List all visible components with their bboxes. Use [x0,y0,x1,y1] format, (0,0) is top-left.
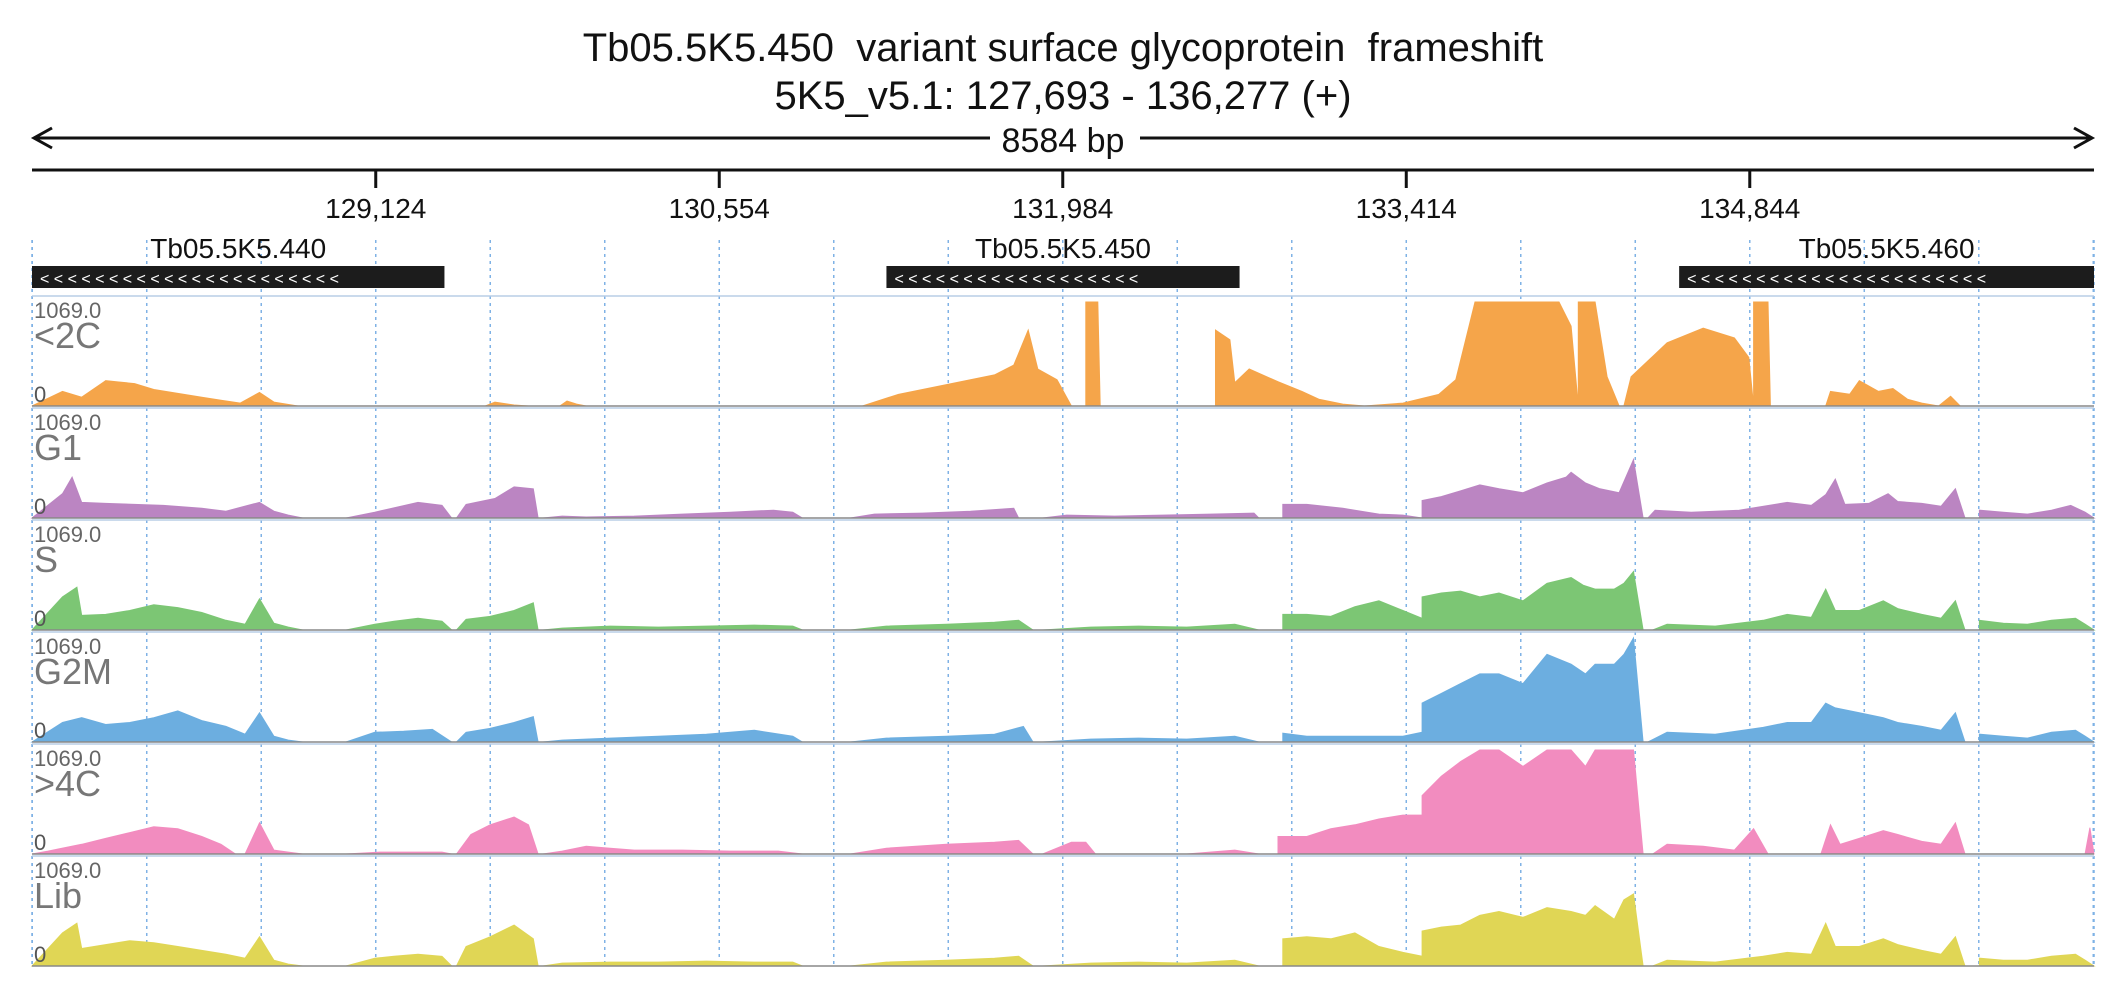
x-tick-label: 133,414 [1356,193,1457,224]
track-name-label: G2M [34,651,112,692]
track-4C: 1069.0>4C 0 [31,743,2095,855]
chart-title: Tb05.5K5.450 variant surface glycoprotei… [582,26,1544,70]
gene-label: Tb05.5K5.450 [975,233,1151,264]
track-name-label: <2C [34,315,101,356]
coverage-area [30,457,2096,519]
gene-track: < < < < < < < < < < < < < < < < < < < < … [32,233,2094,288]
track-2C: 1069.0<2C 0 [31,295,2094,407]
track-name-label: S [34,539,58,580]
coverage-area [30,570,2096,631]
coverage-tracks: 1069.0<2C01069.0G101069.0S01069.0G2M0106… [30,295,2096,967]
chart-subtitle: 5K5_v5.1: 127,693 - 136,277 (+) [774,74,1352,118]
gene-label: Tb05.5K5.460 [1799,233,1975,264]
y-max-label: 1069.0 [34,522,101,547]
y-max-label: 1069.0 [34,746,101,771]
y-max-label: 1069.0 [34,410,101,435]
gene-strand-arrows: < < < < < < < < < < < < < < < < < < < < … [40,271,339,288]
track-name-label: >4C [34,763,101,804]
vertical-gridlines [31,240,2095,968]
track-S: 1069.0S 0 [30,519,2096,631]
y-max-label: 1069.0 [34,298,101,323]
y-max-label: 1069.0 [34,858,101,883]
coverage-area [31,301,2094,407]
span-label: 8584 bp [1002,122,1125,160]
gene-label: Tb05.5K5.440 [150,233,326,264]
y-min-label: 0 [34,382,46,407]
gene-strand-arrows: < < < < < < < < < < < < < < < < < < [894,271,1138,288]
y-max-label: 1069.0 [34,634,101,659]
x-tick-label: 131,984 [1012,193,1113,224]
gene-box [1679,266,2094,288]
span-arrow-left-head [30,126,53,150]
span-indicator: 8584 bp [30,122,2096,160]
span-arrow-right-head [2073,126,2096,150]
x-tick-label: 134,844 [1699,193,1800,224]
y-min-label: 0 [34,830,46,855]
gene-strand-arrows: < < < < < < < < < < < < < < < < < < < < … [1687,271,1986,288]
track-G1: 1069.0G1 0 [30,407,2096,519]
gene-box [886,266,1240,288]
y-min-label: 0 [34,942,46,967]
x-tick-label: 129,124 [325,193,426,224]
x-axis-ticks: 129,124 130,554 131,984 133,414 134,844 [325,170,1800,224]
y-min-label: 0 [34,606,46,631]
track-name-label: Lib [34,875,82,916]
y-min-label: 0 [34,718,46,743]
gene-box [32,266,445,288]
track-name-label: G1 [34,427,82,468]
x-tick-label: 130,554 [669,193,770,224]
y-min-label: 0 [34,494,46,519]
